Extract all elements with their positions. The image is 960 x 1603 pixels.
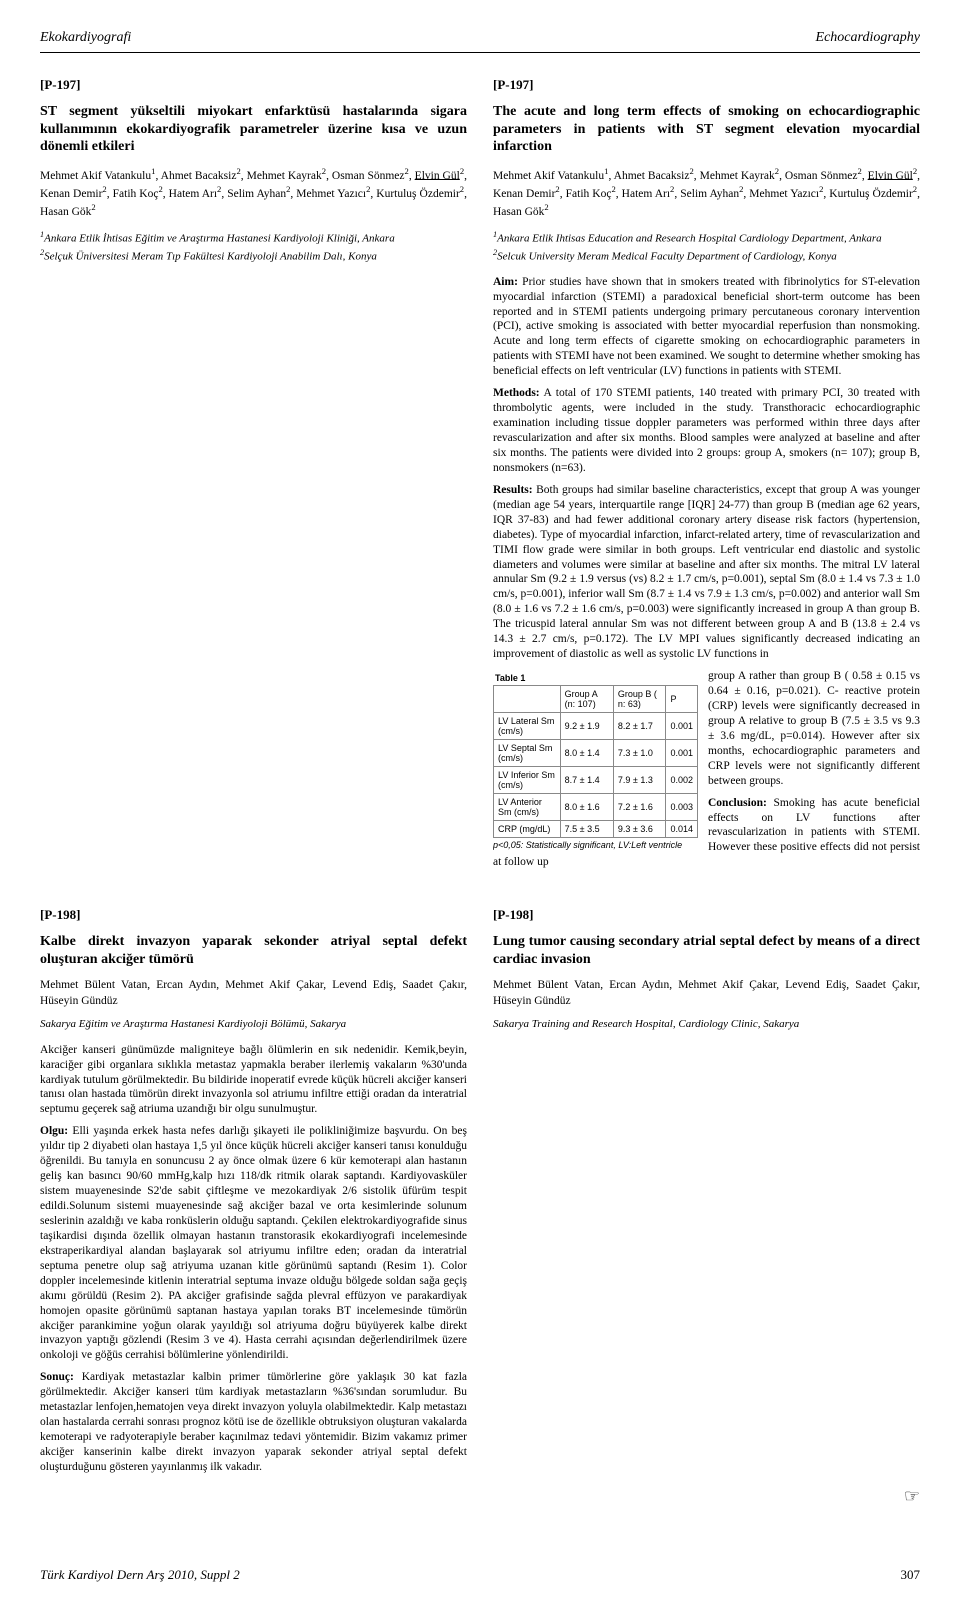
abstract-affil: 1Ankara Etlik Ihtisas Education and Rese… bbox=[493, 229, 920, 265]
cell: 7.9 ± 1.3 bbox=[613, 767, 666, 794]
p197-left-column: [P-197] ST segment yükseltili miyokart e… bbox=[40, 77, 467, 877]
page-header: Ekokardiyografi Echocardiography bbox=[40, 30, 920, 46]
table-row: LV Septal Sm (cm/s)8.0 ± 1.47.3 ± 1.00.0… bbox=[494, 740, 698, 767]
cell: LV Inferior Sm (cm/s) bbox=[494, 767, 561, 794]
table-header-row: Group A (n: 107) Group B ( n: 63) P bbox=[494, 686, 698, 713]
abstract-code: [P-197] bbox=[493, 77, 920, 93]
abstract-code: [P-197] bbox=[40, 77, 467, 93]
aim-label: Aim: bbox=[493, 276, 518, 288]
results-pre-text: Both groups had similar baseline charact… bbox=[493, 484, 920, 660]
cell: 8.0 ± 1.4 bbox=[560, 740, 613, 767]
table-col: Group B ( n: 63) bbox=[613, 686, 666, 713]
cell: 9.2 ± 1.9 bbox=[560, 713, 613, 740]
cell: 8.0 ± 1.6 bbox=[560, 794, 613, 821]
cell: 8.2 ± 1.7 bbox=[613, 713, 666, 740]
p198-left-column: [P-198] Kalbe direkt invazyon yaparak se… bbox=[40, 907, 467, 1482]
cell: 7.3 ± 1.0 bbox=[613, 740, 666, 767]
abstract-affil: Sakarya Training and Research Hospital, … bbox=[493, 1017, 920, 1032]
cell: CRP (mg/dL) bbox=[494, 821, 561, 838]
abstract-title: ST segment yükseltili miyokart enfarktüs… bbox=[40, 103, 467, 156]
table-row: CRP (mg/dL)7.5 ± 3.59.3 ± 3.60.014 bbox=[494, 821, 698, 838]
cell: 0.003 bbox=[666, 794, 698, 821]
cell: 0.001 bbox=[666, 740, 698, 767]
aim-paragraph: Aim: Prior studies have shown that in sm… bbox=[493, 275, 920, 380]
header-rule bbox=[40, 52, 920, 53]
sonuc-text: Kardiyak metastazlar kalbin primer tümör… bbox=[40, 1371, 467, 1473]
methods-text: A total of 170 STEMI patients, 140 treat… bbox=[493, 387, 920, 474]
abstract-authors: Mehmet Akif Vatankulu1, Ahmet Bacaksiz2,… bbox=[40, 166, 467, 221]
table-body: Group A (n: 107) Group B ( n: 63) P LV L… bbox=[493, 685, 698, 838]
p197-right-column: [P-197] The acute and long term effects … bbox=[493, 77, 920, 877]
sonuc-label: Sonuç: bbox=[40, 1371, 74, 1383]
abstract-affil: Sakarya Eğitim ve Araştırma Hastanesi Ka… bbox=[40, 1017, 467, 1032]
table-col: P bbox=[666, 686, 698, 713]
methods-label: Methods: bbox=[493, 387, 540, 399]
intro-paragraph: Akciğer kanseri günümüzde maligniteye ba… bbox=[40, 1043, 467, 1118]
table-col bbox=[494, 686, 561, 713]
cell: 9.3 ± 3.6 bbox=[613, 821, 666, 838]
table-row: LV Inferior Sm (cm/s)8.7 ± 1.47.9 ± 1.30… bbox=[494, 767, 698, 794]
page-number: 307 bbox=[901, 1567, 921, 1583]
abstract-code: [P-198] bbox=[493, 907, 920, 923]
results-pre: Results: Both groups had similar baselin… bbox=[493, 483, 920, 662]
table-row: LV Lateral Sm (cm/s)9.2 ± 1.98.2 ± 1.70.… bbox=[494, 713, 698, 740]
cell: LV Anterior Sm (cm/s) bbox=[494, 794, 561, 821]
table-1: Table 1 Group A (n: 107) Group B ( n: 63… bbox=[493, 673, 698, 851]
methods-paragraph: Methods: A total of 170 STEMI patients, … bbox=[493, 386, 920, 476]
table-caption: p<0,05: Statistically significant, LV:Le… bbox=[493, 840, 698, 851]
abstract-title: The acute and long term effects of smoki… bbox=[493, 103, 920, 156]
olgu-paragraph: Olgu: Elli yaşında erkek hasta nefes dar… bbox=[40, 1124, 467, 1363]
cell: 0.001 bbox=[666, 713, 698, 740]
table-row: LV Anterior Sm (cm/s)8.0 ± 1.67.2 ± 1.60… bbox=[494, 794, 698, 821]
page-footer: Türk Kardiyol Dern Arş 2010, Suppl 2 307 bbox=[40, 1567, 920, 1583]
abstract-title: Lung tumor causing secondary atrial sept… bbox=[493, 933, 920, 968]
table-col: Group A (n: 107) bbox=[560, 686, 613, 713]
abstract-affil: 1Ankara Etlik İhtisas Eğitim ve Araştırm… bbox=[40, 229, 467, 265]
cell: 0.014 bbox=[666, 821, 698, 838]
abstract-code: [P-198] bbox=[40, 907, 467, 923]
table-title: Table 1 bbox=[493, 673, 698, 683]
hand-icon: ☞ bbox=[40, 1486, 920, 1507]
header-left: Ekokardiyografi bbox=[40, 30, 131, 46]
cell: 7.2 ± 1.6 bbox=[613, 794, 666, 821]
abstract-authors: Mehmet Bülent Vatan, Ercan Aydın, Mehmet… bbox=[40, 978, 467, 1009]
conclusion-label: Conclusion: bbox=[708, 797, 767, 809]
header-right: Echocardiography bbox=[816, 30, 920, 46]
results-label: Results: bbox=[493, 484, 533, 496]
olgu-label: Olgu: bbox=[40, 1125, 68, 1137]
cell: LV Septal Sm (cm/s) bbox=[494, 740, 561, 767]
cell: 7.5 ± 3.5 bbox=[560, 821, 613, 838]
sonuc-paragraph: Sonuç: Kardiyak metastazlar kalbin prime… bbox=[40, 1370, 467, 1475]
olgu-text: Elli yaşında erkek hasta nefes darlığı ş… bbox=[40, 1125, 467, 1361]
p198-right-column: [P-198] Lung tumor causing secondary atr… bbox=[493, 907, 920, 1482]
cell: LV Lateral Sm (cm/s) bbox=[494, 713, 561, 740]
cell: 0.002 bbox=[666, 767, 698, 794]
cell: 8.7 ± 1.4 bbox=[560, 767, 613, 794]
abstract-authors: Mehmet Bülent Vatan, Ercan Aydın, Mehmet… bbox=[493, 978, 920, 1009]
abstract-title: Kalbe direkt invazyon yaparak sekonder a… bbox=[40, 933, 467, 968]
aim-text: Prior studies have shown that in smokers… bbox=[493, 276, 920, 378]
footer-left: Türk Kardiyol Dern Arş 2010, Suppl 2 bbox=[40, 1567, 240, 1583]
abstract-authors: Mehmet Akif Vatankulu1, Ahmet Bacaksiz2,… bbox=[493, 166, 920, 221]
